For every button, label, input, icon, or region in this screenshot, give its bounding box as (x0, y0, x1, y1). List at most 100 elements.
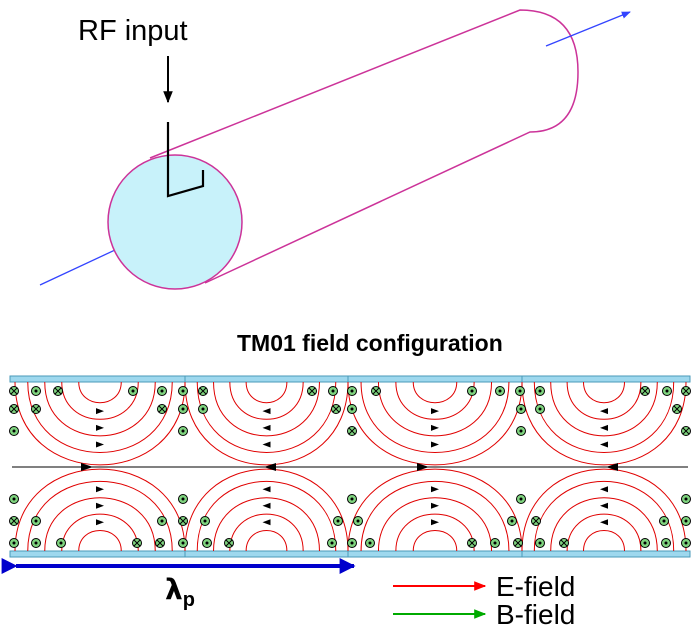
e-field-line (196, 481, 337, 552)
b-field-into-page-marker (681, 426, 691, 436)
b-field-into-page-marker (371, 386, 381, 396)
e-field-line (521, 381, 687, 466)
e-field-direction-arrow (262, 424, 271, 431)
b-field-out-of-page-marker (178, 426, 188, 436)
b-field-out-of-page-marker (535, 404, 545, 414)
e-field-line (412, 530, 458, 552)
rf-input-label: RF input (78, 15, 188, 47)
b-field-out-of-page-marker (200, 516, 210, 526)
b-field-into-page-marker (672, 404, 682, 414)
e-field-line (213, 497, 320, 552)
e-field-direction-arrow (96, 519, 104, 526)
b-field-markers (9, 386, 691, 548)
cylinder-diagram: RF input (39, 9, 631, 290)
axis-field-arrow (264, 463, 276, 471)
b-field-out-of-page-marker (157, 516, 167, 526)
b-field-out-of-page-marker (198, 404, 208, 414)
b-field-out-of-page-marker (31, 386, 41, 396)
beam-axis-exit (545, 11, 631, 47)
wavelength-subscript: p (183, 589, 195, 611)
b-field-out-of-page-marker (347, 386, 357, 396)
b-field-out-of-page-marker (333, 516, 343, 526)
e-field-line (566, 381, 642, 420)
b-field-out-of-page-marker (9, 494, 19, 504)
e-field-line (521, 468, 687, 552)
e-field-direction-arrow (262, 502, 271, 509)
b-field-into-page-marker (198, 386, 208, 396)
axis-field-arrow (606, 463, 618, 471)
e-field-line (533, 481, 675, 552)
b-field-out-of-page-marker (178, 538, 188, 548)
b-field-into-page-marker (157, 404, 167, 414)
b-field-out-of-page-marker (490, 538, 500, 548)
e-field-line (360, 481, 510, 552)
b-field-into-page-marker (31, 404, 41, 414)
e-field-line (245, 381, 288, 404)
e-field-direction-arrow (262, 486, 271, 493)
e-field-line (44, 381, 156, 437)
wavelength-label: λp (165, 573, 195, 611)
e-field-direction-arrow (262, 441, 271, 448)
e-field-lines (14, 381, 687, 552)
b-field-out-of-page-marker (662, 386, 672, 396)
e-field-line (229, 381, 304, 420)
b-field-out-of-page-marker (157, 386, 167, 396)
e-field-line (550, 497, 658, 552)
b-field-out-of-page-marker (178, 404, 188, 414)
e-field-line (44, 497, 156, 552)
b-field-out-of-page-marker (31, 538, 41, 548)
tm01-field-diagram (9, 375, 691, 558)
b-field-into-page-marker (467, 538, 477, 548)
e-field-line (27, 481, 173, 552)
b-field-out-of-page-marker (516, 404, 526, 414)
e-field-direction-arrow (600, 408, 608, 415)
bottom-wall (9, 550, 691, 558)
b-field-out-of-page-marker (347, 404, 357, 414)
legend: E-field B-field (393, 571, 575, 630)
e-field-line (583, 530, 625, 552)
b-field-into-page-marker (347, 426, 357, 436)
e-field-line (196, 381, 337, 453)
axis-field-arrow (417, 463, 429, 471)
b-field-into-page-marker (559, 538, 569, 548)
e-field-direction-arrow (431, 424, 439, 431)
b-field-out-of-page-marker (661, 538, 671, 548)
field-diagram-title: TM01 field configuration (237, 330, 503, 356)
e-field-line (395, 381, 475, 420)
wavelength-indicator: λp (1, 558, 356, 611)
axis-field-arrow (81, 463, 93, 471)
e-field-line (184, 468, 349, 552)
b-field-out-of-page-marker (495, 386, 505, 396)
e-field-line (533, 381, 675, 453)
b-field-out-of-page-marker (56, 538, 66, 548)
b-field-out-of-page-marker (202, 538, 212, 548)
e-field-direction-arrow (96, 424, 104, 431)
b-field-into-page-marker (224, 538, 234, 548)
e-field-direction-arrow (600, 519, 608, 526)
b-field-out-of-page-marker (515, 386, 525, 396)
b-field-into-page-marker (307, 386, 317, 396)
b-field-out-of-page-marker (535, 386, 545, 396)
b-field-out-of-page-marker (9, 426, 19, 436)
e-field-line (360, 381, 510, 453)
b-field-out-of-page-marker (9, 538, 19, 548)
b-field-out-of-page-marker (328, 386, 338, 396)
legend-b-field-label: B-field (496, 599, 575, 630)
e-field-line (61, 381, 139, 420)
e-field-line (78, 381, 122, 404)
e-field-line (229, 513, 304, 552)
e-field-direction-arrow (262, 408, 271, 415)
b-field-out-of-page-marker (681, 538, 691, 548)
e-field-direction-arrow (431, 502, 439, 509)
b-field-into-page-marker (132, 538, 142, 548)
b-field-out-of-page-marker (353, 516, 363, 526)
e-field-line (27, 381, 173, 453)
b-field-out-of-page-marker (365, 538, 375, 548)
e-field-direction-arrow (96, 441, 104, 448)
b-field-out-of-page-marker (681, 516, 691, 526)
b-field-into-page-marker (513, 538, 523, 548)
e-field-direction-arrow (431, 441, 439, 448)
e-field-line (347, 381, 523, 466)
e-field-line (550, 381, 658, 437)
e-field-direction-arrow (96, 486, 104, 493)
